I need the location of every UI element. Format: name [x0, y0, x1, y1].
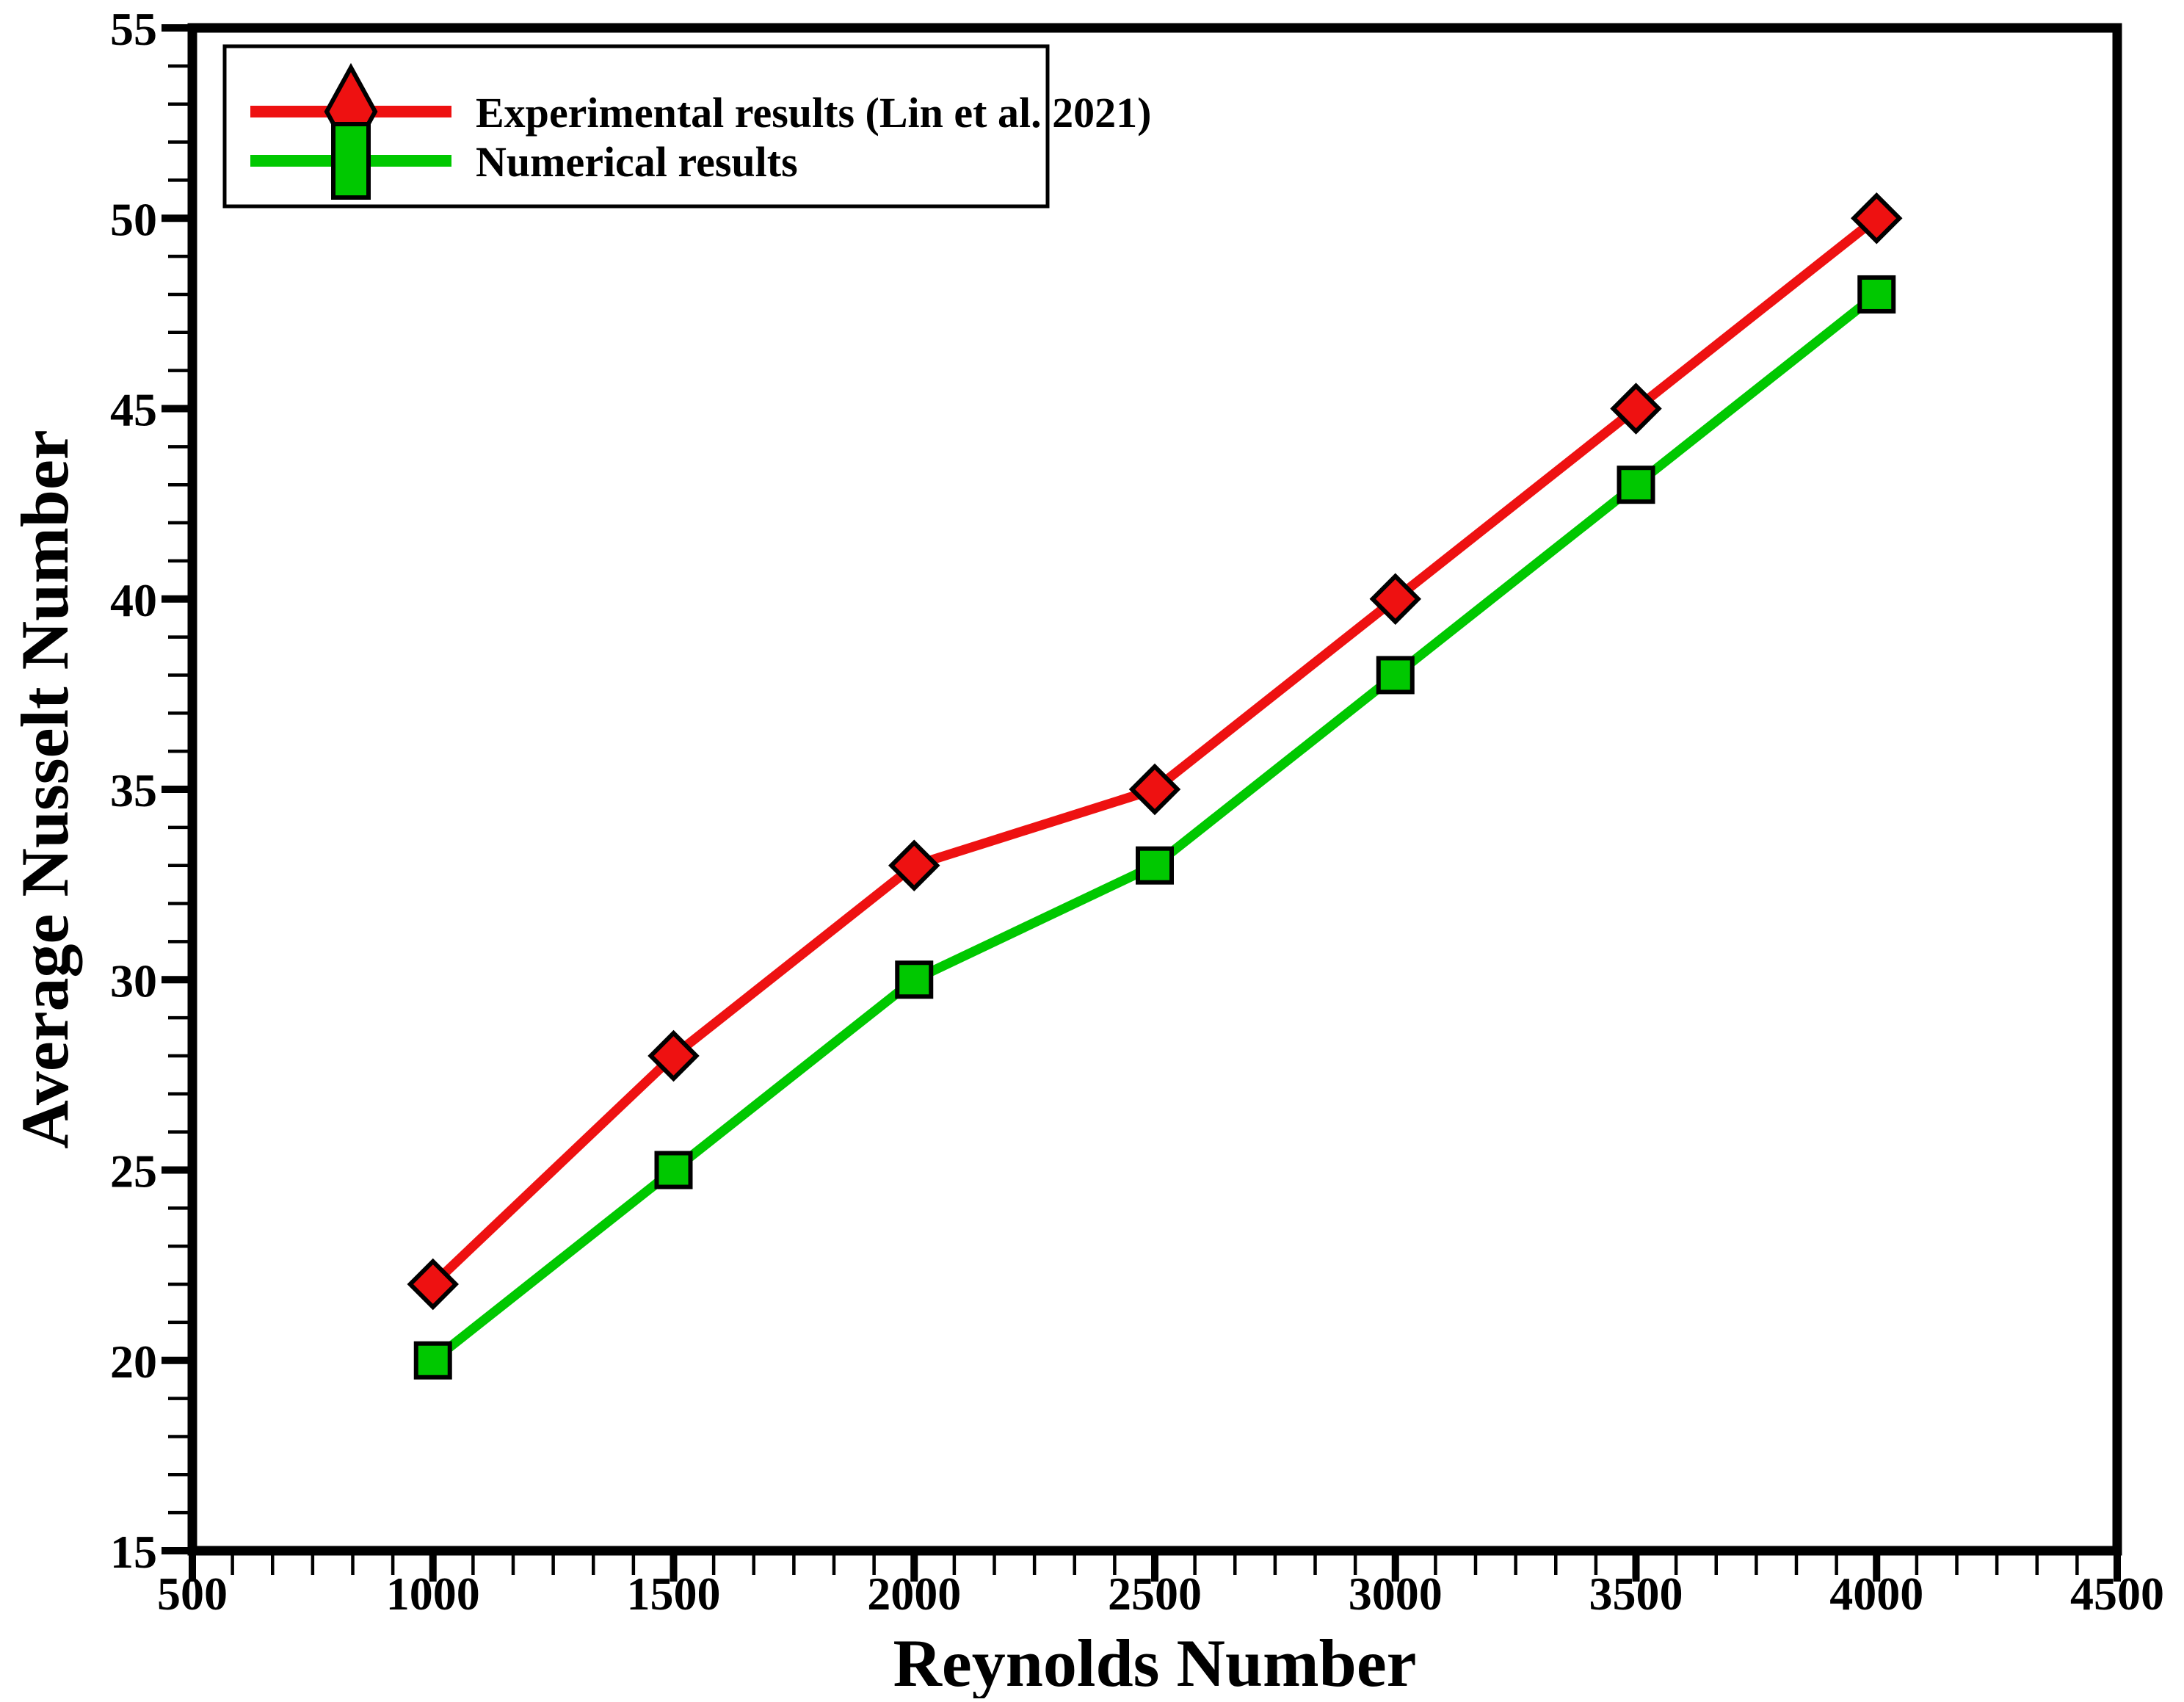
x-tick-label: 4500	[2070, 1568, 2164, 1620]
data-point-marker	[413, 1341, 452, 1380]
legend-square-marker-icon	[331, 122, 371, 200]
y-tick-label: 50	[110, 193, 157, 245]
data-point-marker	[407, 1258, 459, 1311]
x-tick-label: 1000	[386, 1568, 480, 1620]
data-point-marker	[895, 960, 934, 999]
data-point-marker	[888, 839, 940, 891]
y-tick-label: 40	[110, 574, 157, 626]
data-point-marker	[1617, 466, 1655, 504]
x-axis-title: Reynolds Number	[893, 1626, 1416, 1698]
x-tick-label: 4000	[1829, 1568, 1923, 1620]
y-tick-label: 25	[110, 1145, 157, 1198]
plot-border	[187, 23, 2122, 1556]
data-point-marker	[1610, 383, 1662, 435]
y-tick-label: 45	[110, 384, 157, 436]
y-axis-title: Average Nusselt Number	[7, 430, 82, 1148]
x-tick-label: 2000	[867, 1568, 961, 1620]
y-tick-label: 20	[110, 1336, 157, 1388]
y-tick-label: 35	[110, 764, 157, 816]
data-point-marker	[647, 1029, 700, 1082]
data-point-marker	[1128, 763, 1181, 816]
legend-label: Numerical results	[476, 138, 798, 186]
x-tick-label: 3500	[1589, 1568, 1683, 1620]
legend-label: Experimental results (Lin et al. 2021)	[476, 89, 1151, 137]
x-tick-label: 1500	[627, 1568, 721, 1620]
data-point-marker	[1376, 656, 1415, 695]
x-tick-label: 2500	[1108, 1568, 1202, 1620]
y-tick-label: 15	[110, 1526, 157, 1578]
data-point-marker	[1857, 275, 1896, 314]
data-point-marker	[1136, 846, 1174, 885]
data-point-marker	[1851, 192, 1903, 245]
y-tick-label: 30	[110, 955, 157, 1007]
y-tick-label: 55	[110, 3, 157, 55]
x-tick-label: 3000	[1349, 1568, 1443, 1620]
data-point-marker	[654, 1151, 693, 1189]
x-tick-label: 500	[157, 1568, 228, 1620]
data-point-marker	[1369, 573, 1421, 625]
